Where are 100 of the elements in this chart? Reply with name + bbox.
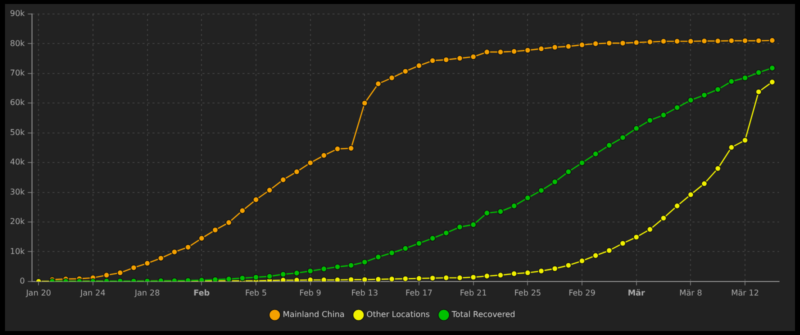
x-tick-label: Jan 20: [25, 288, 52, 298]
x-tick-label: Mär 8: [679, 288, 702, 298]
point: [660, 38, 667, 45]
point: [755, 88, 762, 96]
point: [592, 252, 599, 259]
point: [456, 55, 463, 62]
y-tick-label: 10k: [10, 246, 26, 256]
point: [714, 165, 722, 172]
x-tick-label: Jan 28: [134, 288, 160, 298]
point: [497, 48, 504, 56]
point: [361, 276, 368, 282]
point: [334, 146, 341, 152]
point: [701, 180, 708, 187]
point: [578, 160, 586, 166]
point: [769, 37, 776, 44]
point: [633, 39, 640, 46]
point: [280, 271, 286, 278]
point: [429, 274, 436, 282]
point: [239, 207, 246, 214]
point: [144, 260, 150, 266]
point: [565, 168, 572, 175]
point: [524, 194, 531, 202]
point: [484, 210, 490, 216]
y-tick-label: 80k: [10, 38, 26, 48]
point: [674, 104, 680, 111]
point: [592, 40, 599, 47]
legend-label: Total Recovered: [450, 310, 516, 320]
y-tick-label: 90k: [10, 9, 26, 18]
point: [212, 226, 218, 234]
point: [416, 62, 422, 69]
point: [769, 64, 776, 72]
y-tick-label: 0: [20, 276, 25, 286]
y-tick-label: 60k: [10, 98, 26, 108]
x-tick-label: Feb 13: [351, 288, 378, 298]
point: [606, 40, 612, 46]
point: [334, 276, 341, 282]
point: [524, 47, 531, 54]
point: [701, 38, 708, 44]
point: [510, 202, 518, 210]
point: [714, 86, 722, 93]
point: [728, 144, 735, 151]
point: [294, 270, 300, 276]
point: [402, 276, 409, 282]
point: [510, 48, 518, 55]
point: [266, 273, 273, 280]
point: [606, 142, 612, 149]
point: [375, 254, 382, 260]
point: [470, 54, 477, 60]
point: [252, 196, 260, 203]
point: [307, 276, 314, 282]
point: [266, 186, 273, 194]
point: [620, 40, 626, 46]
y-tick-label: 40k: [10, 158, 26, 167]
point: [484, 272, 490, 280]
point: [687, 96, 694, 104]
x-tick-label: Mär: [628, 288, 646, 298]
point: [687, 191, 694, 198]
point: [388, 276, 396, 282]
point: [742, 137, 748, 144]
point: [184, 244, 192, 250]
point: [388, 74, 396, 82]
point: [320, 266, 328, 272]
point: [538, 268, 544, 274]
point: [646, 117, 654, 124]
point: [606, 247, 612, 254]
point: [375, 276, 382, 282]
point: [416, 240, 422, 247]
point: [538, 187, 544, 194]
point: [524, 270, 531, 276]
point: [552, 265, 558, 272]
point: [429, 235, 436, 242]
x-tick-label: Feb 29: [568, 288, 596, 298]
point: [280, 176, 286, 183]
y-tick-label: 50k: [10, 128, 26, 137]
x-tick-label: Feb 21: [460, 288, 487, 298]
point: [116, 270, 124, 276]
point: [552, 44, 558, 50]
point: [660, 112, 667, 118]
point: [633, 125, 640, 132]
point: [158, 255, 164, 262]
x-tick-label: Feb 5: [245, 288, 267, 298]
point: [103, 272, 110, 278]
point: [361, 100, 368, 106]
point: [198, 235, 205, 242]
point: [348, 276, 354, 282]
point: [320, 276, 328, 282]
point: [307, 268, 314, 274]
point: [728, 78, 735, 85]
point: [633, 234, 640, 240]
point: [294, 168, 300, 175]
point: [429, 57, 436, 64]
point: [375, 80, 382, 88]
point: [510, 270, 518, 277]
point: [578, 42, 586, 48]
point: [620, 134, 626, 141]
point: [728, 38, 735, 44]
point: [361, 258, 368, 266]
point: [442, 230, 450, 236]
point: [348, 262, 354, 269]
point: [660, 214, 667, 222]
